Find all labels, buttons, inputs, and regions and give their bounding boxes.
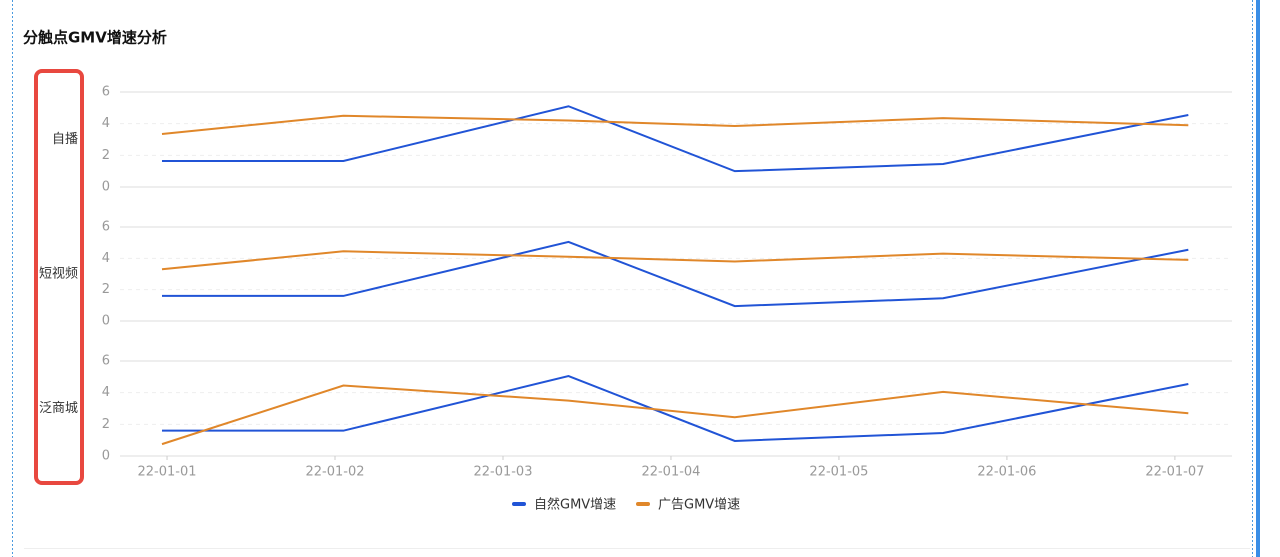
y-tick-label: 6 xyxy=(102,354,110,369)
x-tick-label: 22-01-06 xyxy=(977,465,1036,480)
y-tick-label: 2 xyxy=(102,282,110,297)
y-tick-label: 4 xyxy=(102,116,110,131)
x-tick-label: 22-01-05 xyxy=(809,465,868,480)
highlight-box xyxy=(34,69,84,485)
series-line xyxy=(161,114,1189,135)
chart-title: 分触点GMV增速分析 xyxy=(23,29,167,47)
y-tick-label: 0 xyxy=(102,180,110,195)
y-tick-label: 0 xyxy=(102,449,110,464)
series-line xyxy=(161,384,1189,446)
y-tick-label: 6 xyxy=(102,85,110,100)
facet-label: 自播 xyxy=(52,132,78,147)
legend-swatch xyxy=(636,502,650,506)
series-line xyxy=(161,240,1189,308)
x-tick-label: 22-01-01 xyxy=(138,465,197,480)
y-tick-label: 6 xyxy=(102,220,110,235)
y-tick-label: 0 xyxy=(102,314,110,329)
series-line xyxy=(161,250,1189,271)
x-tick-label: 22-01-04 xyxy=(641,465,700,480)
x-tick-label: 22-01-03 xyxy=(473,465,532,480)
y-tick-label: 2 xyxy=(102,417,110,432)
legend-swatch xyxy=(512,502,526,506)
y-tick-label: 2 xyxy=(102,148,110,163)
y-tick-label: 4 xyxy=(102,385,110,400)
facet-label: 短视频 xyxy=(39,267,78,282)
y-tick-label: 4 xyxy=(102,251,110,266)
facet-label: 泛商城 xyxy=(39,401,78,416)
legend-label: 广告GMV增速 xyxy=(658,498,740,513)
x-tick-label: 22-01-07 xyxy=(1145,465,1204,480)
x-tick-label: 22-01-02 xyxy=(306,465,365,480)
legend-label: 自然GMV增速 xyxy=(534,497,616,513)
series-line xyxy=(161,374,1189,442)
frame-bar xyxy=(1256,0,1260,557)
series-line xyxy=(161,105,1189,173)
